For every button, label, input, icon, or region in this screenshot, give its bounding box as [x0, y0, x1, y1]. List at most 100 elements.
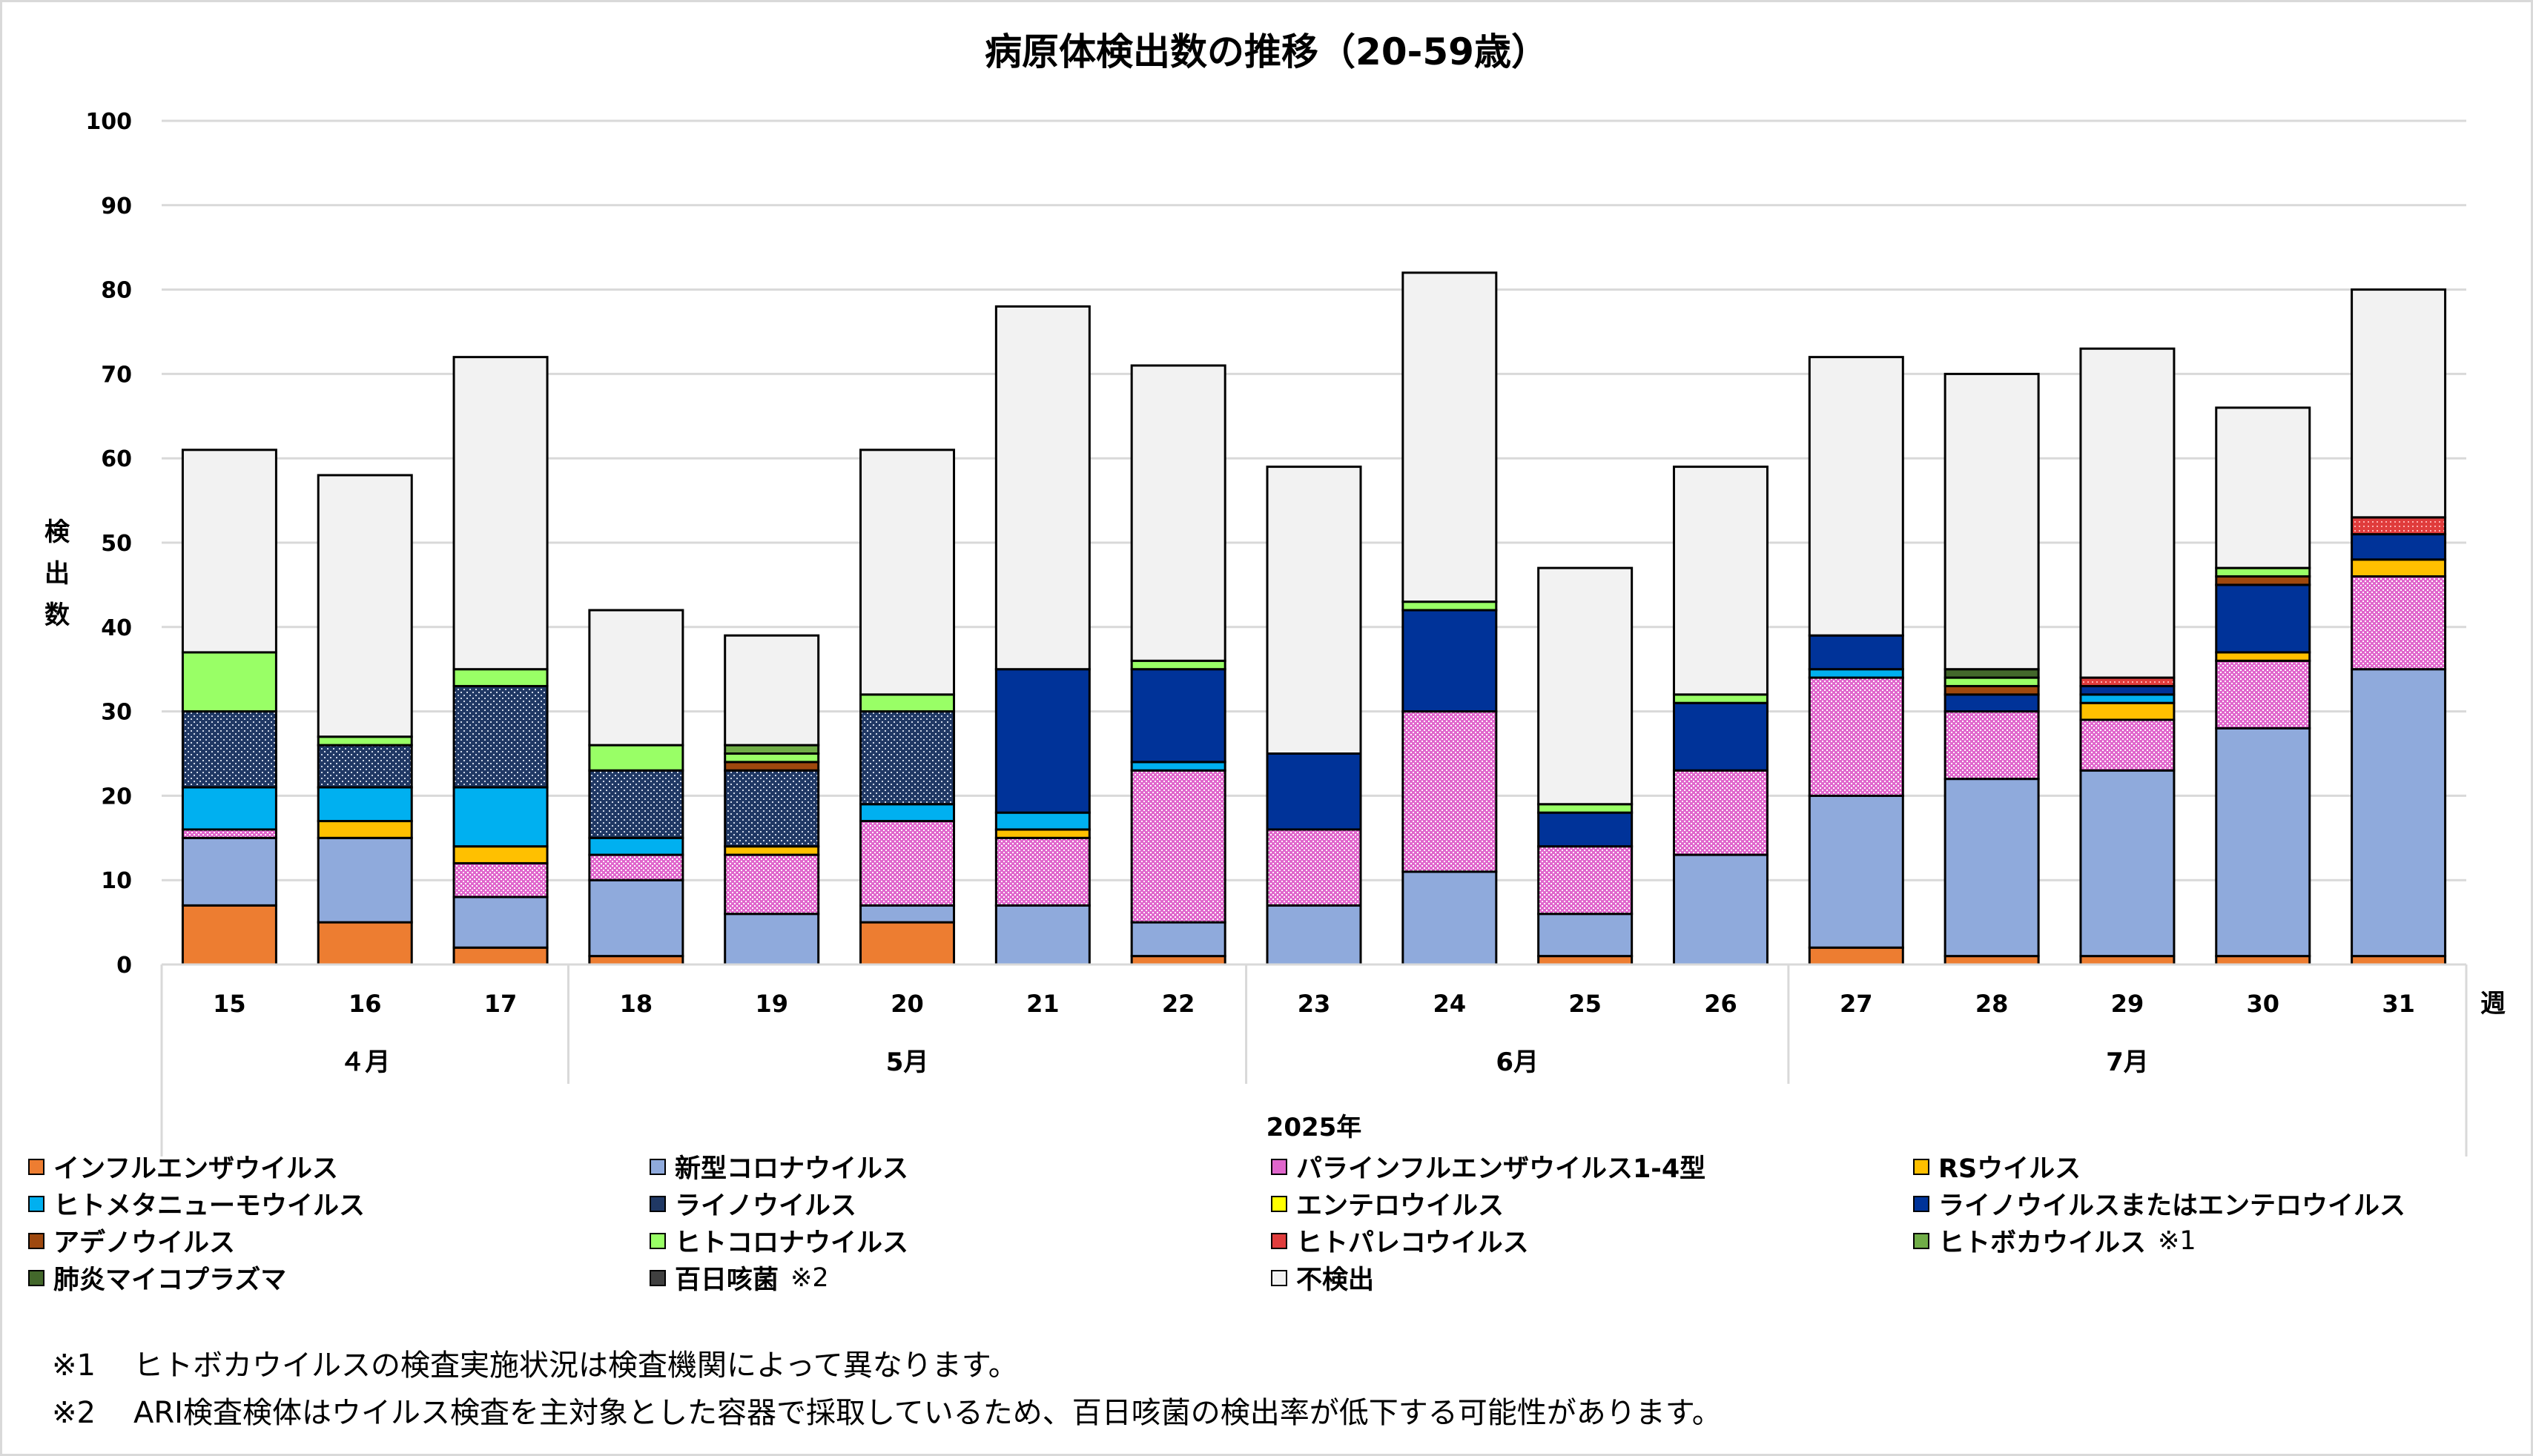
legend-item: 不検出 [1271, 1259, 1374, 1297]
bar-stack-week-29 [2079, 347, 2176, 966]
bar-segment [1943, 955, 2040, 966]
bar-stack-week-30 [2215, 406, 2311, 966]
bar-segment [317, 474, 413, 738]
legend-swatch [1271, 1158, 1287, 1175]
legend-swatch [28, 1269, 44, 1286]
x-tick-label: 30 [2246, 990, 2279, 1018]
bar-segment [1808, 676, 1904, 797]
bar-segment [994, 836, 1091, 907]
bar-segment [317, 735, 413, 747]
bar-segment [452, 946, 549, 966]
bar-segment [1672, 853, 1769, 966]
footnotes: ※1 ヒトボカウイルスの検査実施状況は検査機関によって異なります。 ※2 ARI… [52, 1342, 1722, 1437]
bar-segment [317, 744, 413, 789]
legend-swatch [650, 1232, 666, 1249]
bar-segment [588, 836, 684, 856]
y-tick-label: 40 [101, 615, 132, 641]
bar-segment [452, 356, 549, 671]
legend-swatch [1271, 1195, 1287, 1212]
legend-note: ※2 [790, 1263, 829, 1293]
bar-segment [181, 449, 277, 654]
bar-segment [1943, 676, 2040, 687]
bar-segment [2215, 566, 2311, 578]
bar-segment [452, 896, 549, 949]
y-tick-label: 60 [101, 446, 132, 472]
bar-segment [2215, 651, 2311, 662]
y-tick-label: 30 [101, 700, 132, 726]
bar-segment [724, 761, 820, 772]
legend-item: ヒトコロナウイルス [650, 1222, 908, 1260]
y-tick-label: 0 [116, 953, 132, 979]
legend-label: アデノウイルス [53, 1228, 236, 1258]
legend-item: パラインフルエンザウイルス1-4型 [1271, 1148, 1705, 1185]
bar-segment [1808, 946, 1904, 966]
legend-swatch [28, 1195, 44, 1212]
legend-label: 不検出 [1296, 1265, 1375, 1295]
x-tick-label: 25 [1568, 990, 1602, 1018]
bar-segment [181, 828, 277, 839]
bar-segment [181, 904, 277, 966]
y-axis-label-char: 検 [44, 517, 70, 547]
bar-segment [1537, 811, 1634, 848]
bar-segment [1537, 913, 1634, 958]
legend-label: ライノウイルス [675, 1191, 857, 1221]
bar-segment [1943, 778, 2040, 958]
bar-segment [2079, 684, 2176, 696]
legend-swatch [650, 1269, 666, 1286]
bar-segment [1672, 693, 1769, 704]
legend-label: 肺炎マイコプラズマ [53, 1265, 287, 1295]
legend-swatch [1913, 1195, 1929, 1212]
bar-segment [2079, 693, 2176, 704]
bar-segment [994, 305, 1091, 671]
bar-segment [1672, 769, 1769, 856]
footnote-text: ARI検査検体はウイルス検査を主対象とした容器で採取しているため、百日咳菌の検出… [133, 1396, 1722, 1430]
legend-swatch [1271, 1269, 1287, 1286]
legend-label: RSウイルス [1938, 1154, 2081, 1184]
legend-item: ヒトボカウイルス ※1 [1913, 1222, 2196, 1260]
bar-segment [1672, 701, 1769, 772]
bar-segment [1943, 684, 2040, 696]
legend-swatch [28, 1158, 44, 1175]
bar-segment [2215, 727, 2311, 958]
bar-segment [1130, 761, 1226, 772]
legend-swatch [1913, 1232, 1929, 1249]
bar-segment [1537, 845, 1634, 916]
bar-segment [859, 449, 956, 696]
legend-label: ヒトボカウイルス [1938, 1228, 2147, 1258]
legend-label: ヒトパレコウイルス [1296, 1228, 1529, 1258]
y-tick-label: 90 [101, 193, 132, 219]
bar-segment [1808, 794, 1904, 949]
x-tick-label: 19 [755, 990, 788, 1018]
bar-segment [1537, 566, 1634, 806]
bar-segment [588, 955, 684, 966]
legend-swatch [1271, 1232, 1287, 1249]
bar-segment [724, 769, 820, 848]
footnote-2: ※2 ARI検査検体はウイルス検査を主対象とした容器で採取しているため、百日咳菌… [52, 1389, 1722, 1437]
bar-stack-week-17 [452, 356, 549, 966]
legend-item: インフルエンザウイルス [28, 1148, 338, 1185]
legend-label: エンテロウイルス [1296, 1191, 1505, 1221]
bar-segment [859, 820, 956, 907]
bar-segment [588, 744, 684, 772]
bar-segment [724, 845, 820, 856]
bar-segment [2079, 701, 2176, 721]
bar-segment [1672, 466, 1769, 696]
month-label: 6月 [1496, 1048, 1539, 1077]
footnote-mark: ※1 [52, 1349, 96, 1383]
x-tick-label: 18 [620, 990, 653, 1018]
bar-segment [859, 693, 956, 713]
footnote-1: ※1 ヒトボカウイルスの検査実施状況は検査機関によって異なります。 [52, 1342, 1722, 1389]
bar-segment [859, 921, 956, 966]
bar-segment [1401, 600, 1498, 612]
x-tick-label: 27 [1840, 990, 1873, 1018]
legend-item: ヒトメタニューモウイルス [28, 1185, 365, 1222]
legend-label: インフルエンザウイルス [53, 1154, 338, 1184]
bar-stack-week-26 [1672, 466, 1769, 966]
x-tick-label: 28 [1975, 990, 2009, 1018]
bar-segment [1130, 364, 1226, 662]
bar-stack-week-20 [859, 449, 956, 966]
bar-segment [1943, 668, 2040, 679]
y-tick-label: 70 [101, 362, 132, 388]
bar-segment [724, 853, 820, 916]
